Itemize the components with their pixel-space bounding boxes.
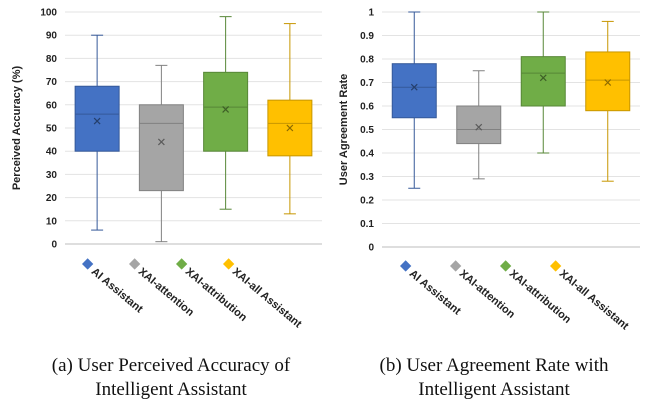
y-tick-label: 0.7	[360, 78, 374, 89]
y-axis-label: User Agreement Rate	[338, 74, 350, 185]
legend-swatch	[128, 258, 141, 270]
legend-swatch	[81, 258, 94, 270]
y-tick-label: 20	[46, 193, 58, 204]
legend-label: XAI-all Assistant	[557, 268, 631, 333]
y-tick-label: 0.8	[360, 55, 374, 66]
mean-marker	[604, 79, 612, 86]
y-tick-label: 0.5	[360, 125, 374, 136]
legend-swatch	[175, 258, 188, 270]
caption-b: (b) User Agreement Rate with Intelligent…	[379, 355, 609, 400]
legend-swatch	[499, 260, 512, 272]
mean-marker	[475, 123, 483, 131]
y-tick-label: 0.1	[360, 219, 374, 230]
y-axis-label: Perceived Accuracy (%)	[11, 66, 23, 191]
mean-marker	[410, 83, 418, 91]
y-tick-label: 0.2	[360, 196, 374, 207]
y-tick-label: 80	[46, 54, 58, 65]
box-xai-attribution	[520, 11, 566, 154]
legend-entry-xai-all-assistant: XAI-all Assistant	[222, 258, 304, 331]
legend-swatch	[549, 260, 562, 272]
legend-swatch	[399, 260, 412, 272]
box-xai-attention	[138, 64, 184, 243]
box-xai-all-assistant	[585, 20, 631, 182]
y-tick-label: 70	[46, 77, 58, 88]
y-tick-label: 0.9	[360, 31, 374, 42]
box-iqr	[520, 56, 566, 107]
mean-marker	[93, 117, 101, 125]
mean-marker	[157, 138, 165, 146]
box-ai-assistant	[391, 11, 437, 189]
y-tick-label: 60	[46, 100, 58, 111]
y-tick-label: 40	[46, 147, 58, 158]
y-tick-label: 0.6	[360, 102, 374, 113]
chart-panel-a: 0 10 20 30 40 50 60 70 80 90 100 Perceived Accuracy…	[11, 8, 322, 331]
box-iqr	[203, 71, 249, 152]
y-tick-label: 0	[368, 243, 374, 254]
mean-marker	[539, 74, 547, 82]
mean-marker	[222, 106, 230, 113]
legend-swatch	[222, 258, 235, 270]
box-iqr	[456, 105, 502, 145]
box-xai-all-assistant	[267, 23, 313, 215]
legend-entry-xai-all-assistant: XAI-all Assistant	[549, 260, 631, 333]
box-iqr	[74, 85, 120, 152]
box-xai-attribution	[203, 16, 249, 210]
box-ai-assistant	[74, 34, 120, 231]
box-iqr	[138, 104, 184, 192]
y-tick-label: 1	[368, 8, 374, 19]
box-xai-attention	[456, 70, 502, 180]
legend-label: AI Assistant	[407, 268, 463, 318]
y-tick-label: 30	[46, 170, 58, 181]
box-iqr	[585, 51, 631, 112]
y-tick-label: 50	[46, 124, 58, 135]
y-tick-label: 0	[51, 240, 57, 251]
mean-marker	[286, 124, 294, 132]
box-iqr	[391, 63, 437, 119]
y-tick-label: 0.4	[360, 149, 374, 160]
chart-panel-b: 0 0.1 0.2 0.3 0.4 0.5 0.6 0.7 0.8 0.9 1 User Agreem…	[338, 8, 640, 333]
y-tick-label: 0.3	[360, 172, 374, 183]
caption-a: (a) User Perceived Accuracy of Intellige…	[51, 355, 291, 400]
legend-swatch	[449, 260, 462, 272]
y-tick-label: 90	[46, 31, 58, 42]
y-tick-label: 10	[46, 216, 58, 227]
y-tick-label: 100	[40, 8, 57, 19]
